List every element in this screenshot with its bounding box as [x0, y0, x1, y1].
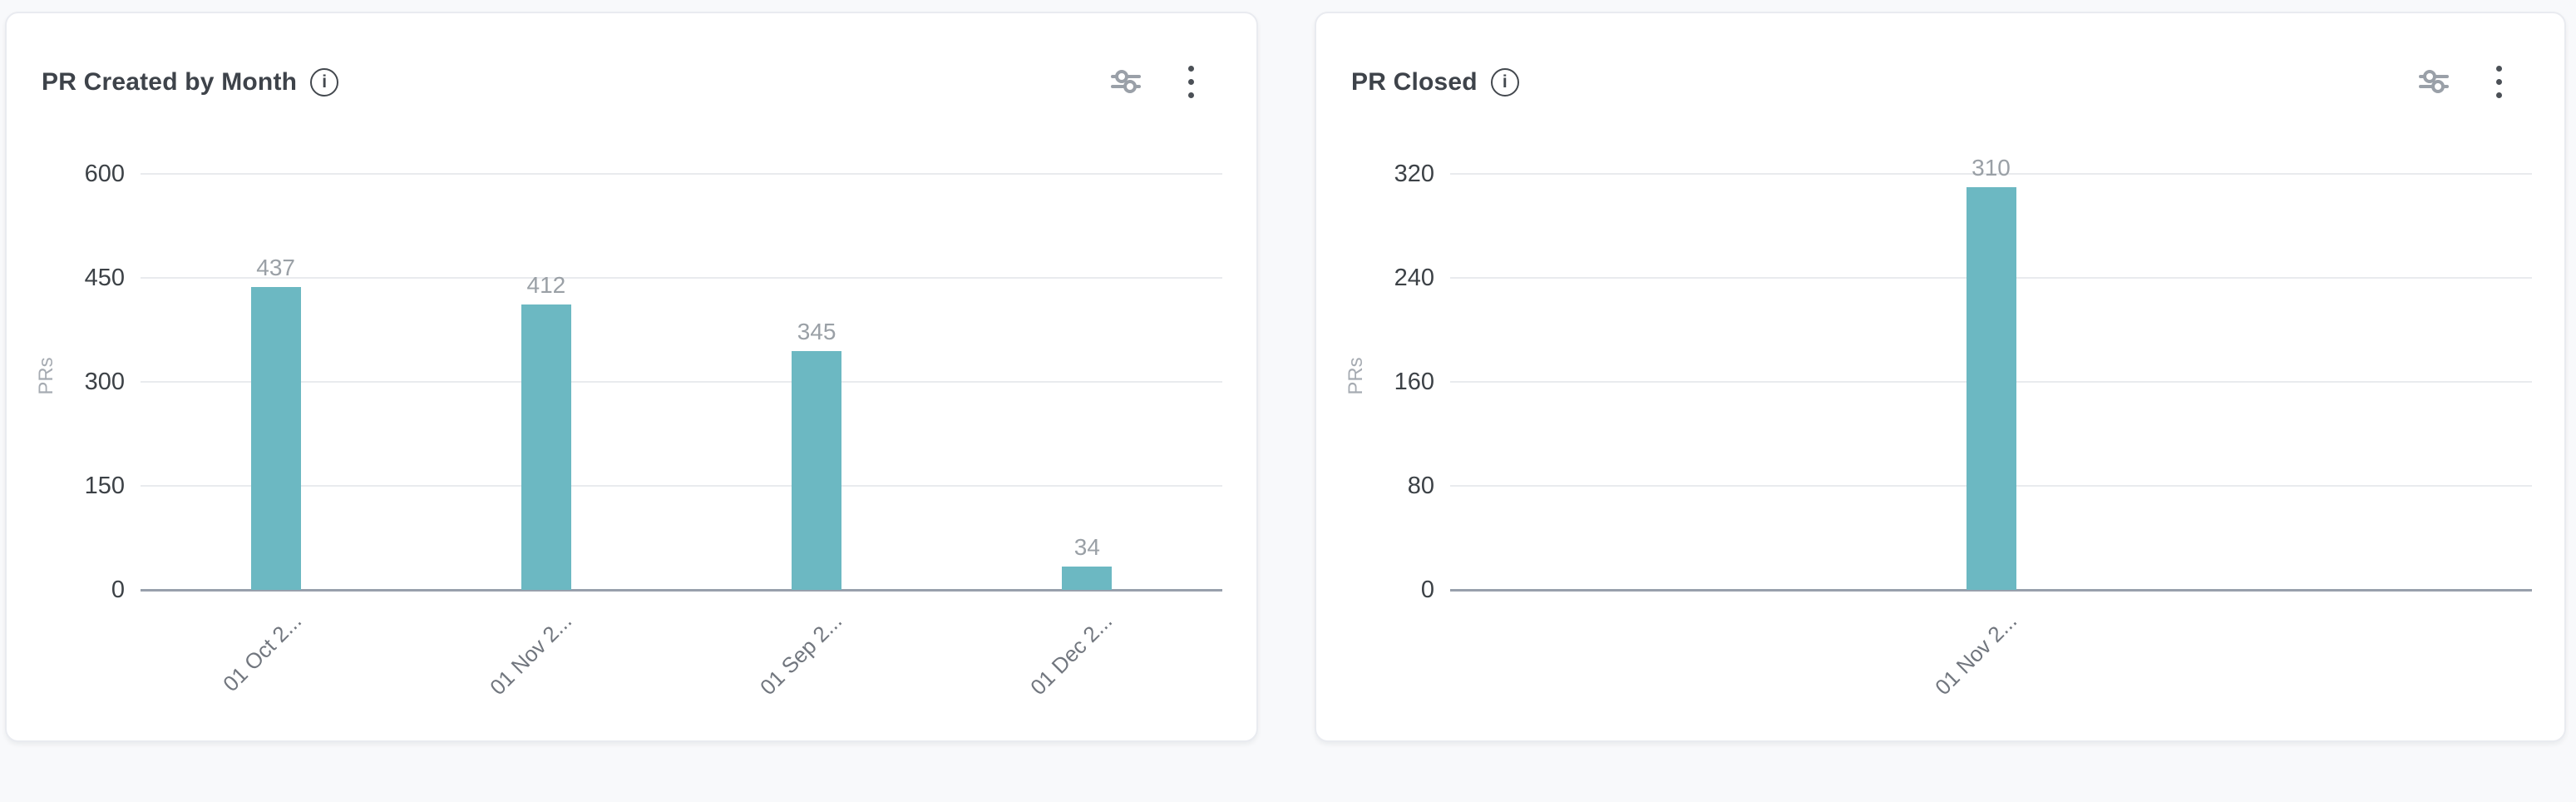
card-header: PR Closed i: [1351, 65, 1519, 100]
kebab-menu-icon[interactable]: [2486, 65, 2511, 98]
filter-sliders-icon[interactable]: [2418, 69, 2450, 94]
bar-value-label: 34: [1073, 533, 1100, 560]
y-tick-label: 300: [84, 369, 125, 395]
card-actions: [2418, 63, 2511, 100]
x-tick-label: 01 Sep 2...: [755, 608, 847, 701]
gridline: [141, 485, 1222, 487]
gridline: [1450, 173, 2532, 175]
bar-01 Nov 2...[interactable]: [521, 304, 571, 590]
bar-value-label: 412: [526, 271, 566, 298]
dashboard-page: { "page": { "background_color": "#f8f9fb…: [5, 12, 2566, 742]
gridline: [141, 381, 1222, 383]
bar-chart-pr-created-by-month: PRs 600 450 300 150 0 437 01 Oct 2... 412 01 Nov …: [7, 13, 1256, 740]
card-title: PR Created by Month: [42, 68, 298, 96]
y-tick-label: 160: [1394, 369, 1434, 395]
x-tick-label: 01 Nov 2...: [1929, 608, 2021, 701]
bar-value-label: 437: [256, 254, 295, 280]
x-tick-label: 01 Oct 2...: [217, 608, 306, 697]
bar-01 Nov 2...[interactable]: [1966, 186, 2016, 590]
filter-sliders-icon[interactable]: [1110, 69, 1142, 94]
kebab-menu-icon[interactable]: [1178, 65, 1203, 98]
pr-created-by-month-card: PR Created by Month i PRs 600 450 300 150 0 43…: [5, 12, 1258, 742]
y-tick-label: 0: [111, 577, 125, 603]
bar-01 Oct 2...[interactable]: [250, 286, 301, 590]
bar-chart-pr-closed: PRs 320 240 160 80 0 310 01 Nov 2...: [1316, 13, 2564, 740]
y-tick-label: 0: [1420, 577, 1434, 603]
card-header: PR Created by Month i: [42, 65, 339, 100]
card-actions: [1110, 63, 1203, 100]
bar-value-label: 310: [1971, 154, 2011, 181]
y-tick-label: 320: [1394, 161, 1434, 187]
pr-closed-card: PR Closed i PRs 320 240 160 80 0 310 01 Nov 2..…: [1315, 12, 2566, 742]
x-axis-line: [1450, 589, 2532, 592]
gridline: [141, 277, 1222, 279]
y-tick-label: 600: [84, 161, 125, 187]
card-title: PR Closed: [1351, 68, 1478, 96]
bar-01 Dec 2...[interactable]: [1062, 566, 1113, 590]
x-tick-label: 01 Nov 2...: [484, 608, 577, 701]
bar-01 Sep 2...[interactable]: [792, 350, 842, 590]
bar-value-label: 345: [797, 318, 836, 344]
y-tick-label: 150: [84, 473, 125, 499]
y-tick-label: 240: [1394, 265, 1434, 291]
x-tick-label: 01 Dec 2...: [1025, 608, 1118, 701]
y-tick-label: 80: [1407, 473, 1434, 499]
y-tick-label: 450: [84, 265, 125, 291]
info-icon[interactable]: i: [310, 68, 339, 97]
info-icon[interactable]: i: [1490, 68, 1519, 97]
gridline: [141, 173, 1222, 175]
x-axis-line: [141, 589, 1222, 592]
